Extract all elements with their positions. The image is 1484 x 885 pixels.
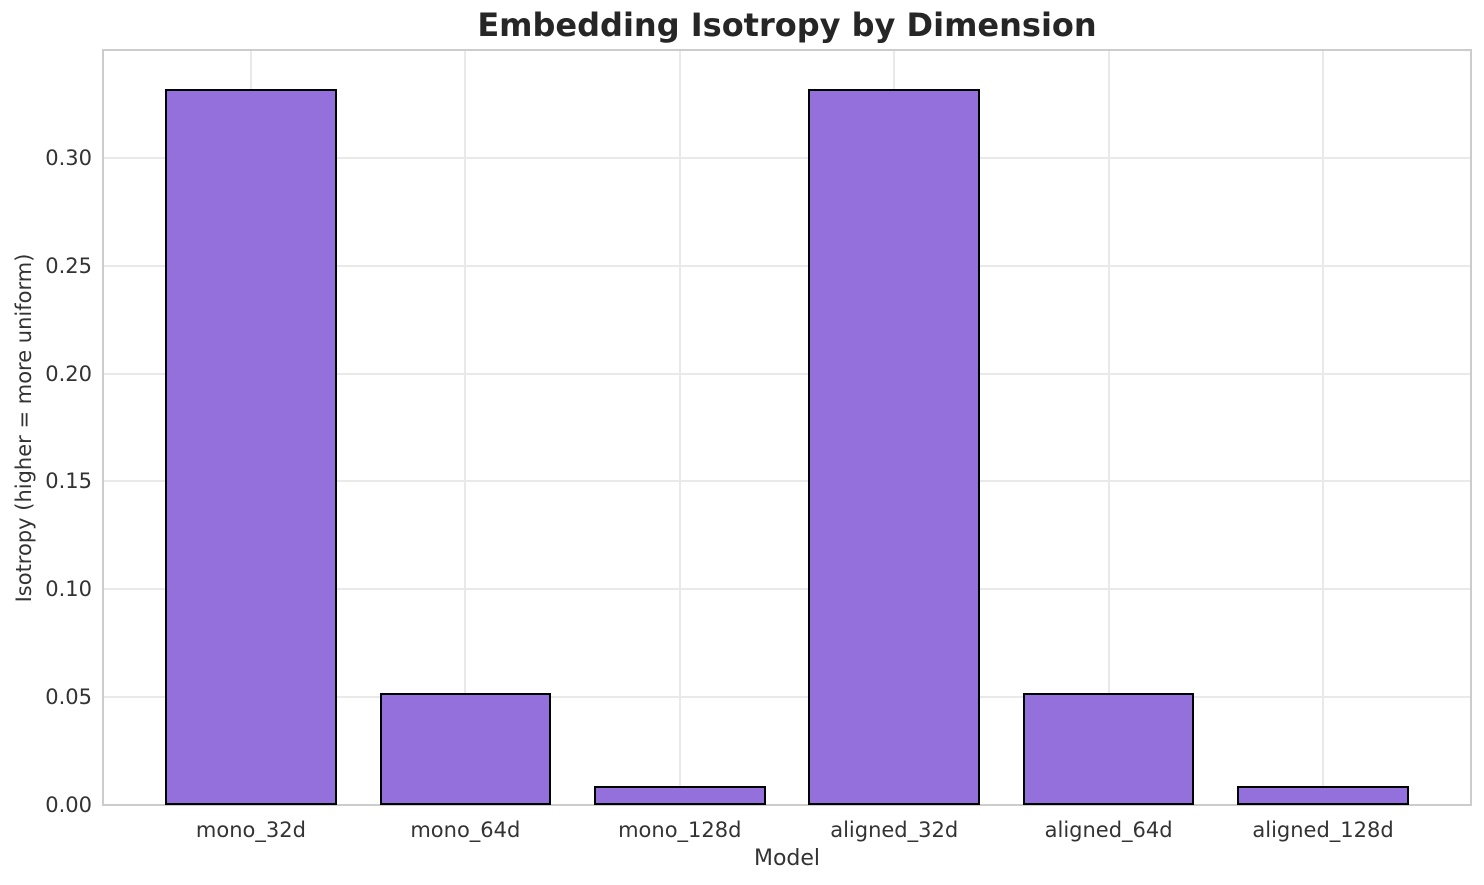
y-tick-label: 0.30 xyxy=(45,145,92,170)
horizontal-gridline xyxy=(104,696,1470,699)
plot-area xyxy=(102,49,1472,806)
bar-mono_64d xyxy=(379,692,552,805)
y-tick-label: 0.25 xyxy=(45,253,92,278)
x-tick-label: aligned_64d xyxy=(1044,818,1173,842)
bar-aligned_128d xyxy=(1237,785,1409,805)
chart-title: Embedding Isotropy by Dimension xyxy=(477,6,1097,44)
horizontal-gridline xyxy=(104,480,1470,483)
x-tick-label: mono_32d xyxy=(195,818,306,842)
vertical-gridline xyxy=(464,51,467,804)
bar-mono_32d xyxy=(165,88,337,805)
x-tick-label: aligned_32d xyxy=(830,818,959,842)
x-tick-label: mono_64d xyxy=(410,818,521,842)
horizontal-gridline xyxy=(104,588,1470,591)
bar-mono_128d xyxy=(594,785,766,805)
y-tick-label: 0.05 xyxy=(45,685,92,710)
vertical-gridline xyxy=(1107,51,1110,804)
x-tick-label: aligned_128d xyxy=(1252,818,1394,842)
y-tick-label: 0.15 xyxy=(45,469,92,494)
vertical-gridline xyxy=(678,51,681,804)
x-axis-label: Model xyxy=(753,846,821,871)
y-tick-label: 0.00 xyxy=(45,793,92,817)
y-tick-label: 0.10 xyxy=(45,577,92,602)
bar-aligned_32d xyxy=(808,88,980,805)
vertical-gridline xyxy=(1322,51,1325,804)
bar-aligned_64d xyxy=(1022,692,1195,805)
x-tick-label: mono_128d xyxy=(618,818,742,842)
y-tick-label: 0.20 xyxy=(45,361,92,386)
horizontal-gridline xyxy=(104,264,1470,267)
horizontal-gridline xyxy=(104,372,1470,375)
y-axis-label: Isotropy (higher = more uniform) xyxy=(12,253,36,603)
horizontal-gridline xyxy=(104,156,1470,159)
